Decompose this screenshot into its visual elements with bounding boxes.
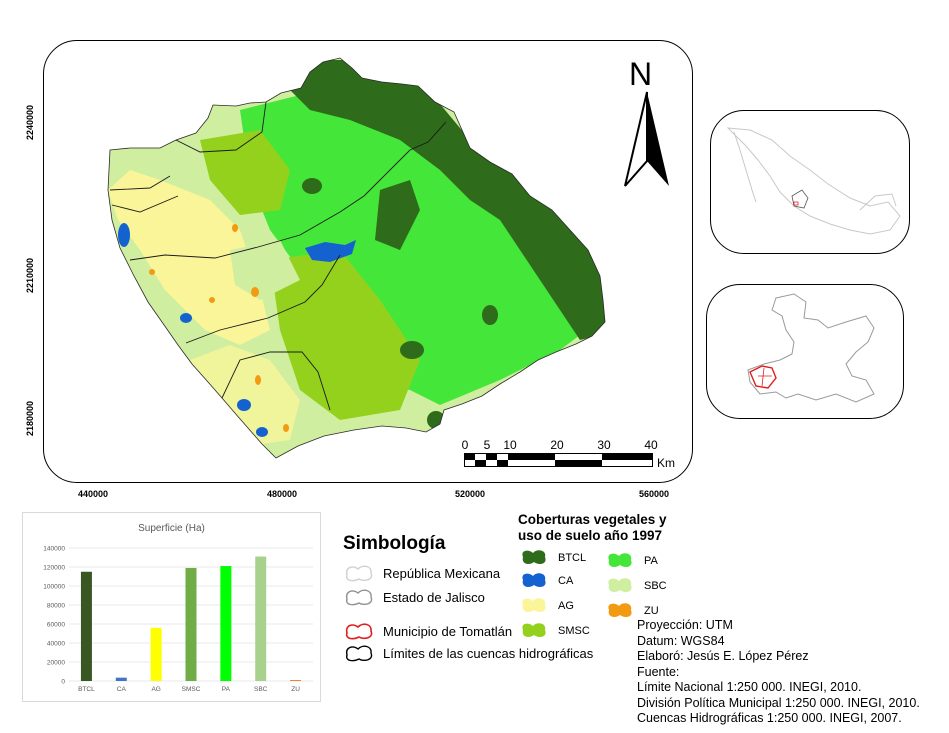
scale-label: 40 <box>644 438 658 452</box>
chart-x-tick-label: CA <box>117 686 127 693</box>
scale-label: 5 <box>483 438 491 452</box>
chart-x-tick-label: SBC <box>254 686 268 693</box>
meta-author: Elaboró: Jesús E. López Pérez <box>637 649 809 663</box>
landcover-code: SMSC <box>558 625 590 637</box>
landcover-swatch <box>522 623 546 638</box>
north-arrow <box>624 91 669 187</box>
chart-y-tick-label: 20000 <box>47 660 65 667</box>
landcover-swatch <box>608 578 632 593</box>
chart-x-tick-label: ZU <box>291 686 300 693</box>
legend-swatch <box>345 565 373 582</box>
x-tick-label: 480000 <box>266 489 298 499</box>
meta-source-line: Límite Nacional 1:250 000. INEGI, 2010. <box>637 680 862 694</box>
chart-y-tick-label: 140000 <box>43 546 65 553</box>
landcover-legend-title-line1: Coberturas vegetales y <box>518 512 667 527</box>
surface-bar-chart: Superficie (Ha) 0 20000 40000 60000 80000 100… <box>22 512 321 702</box>
legend-swatch <box>345 645 373 662</box>
meta-source-line: División Política Municipal 1:250 000. I… <box>637 695 920 710</box>
chart-bar-pa <box>220 566 232 681</box>
meta-source-heading: Fuente: <box>637 664 680 679</box>
chart-x-tick-label: PA <box>222 686 231 693</box>
chart-bar-sbc <box>255 556 267 681</box>
chart-plot: 0 20000 40000 60000 80000 100000 120000 140000 B… <box>43 546 313 693</box>
scale-label: 20 <box>550 438 564 452</box>
scale-label: 10 <box>503 438 517 452</box>
chart-y-tick-label: 80000 <box>47 603 65 610</box>
meta-datum: Datum: WGS84 <box>637 633 725 648</box>
legend-swatch <box>345 589 373 606</box>
landcover-legend-title: Coberturas vegetales y uso de suelo año … <box>518 512 667 544</box>
landcover-code: SBC <box>644 580 667 592</box>
inset-mexico-frame <box>710 110 910 254</box>
chart-x-tick-label: BTCL <box>78 686 95 693</box>
legend-title: Simbología <box>343 533 446 554</box>
meta-source-line: Cuencas Hidrográficas 1:250 000. INEGI, … <box>637 711 902 725</box>
north-label: N <box>629 56 653 92</box>
chart-y-tick-label: 100000 <box>43 584 65 591</box>
chart-bar-ag <box>150 627 162 681</box>
chart-bar-smsc <box>185 567 197 681</box>
landcover-swatch <box>522 573 546 588</box>
x-tick-label: 440000 <box>77 489 109 499</box>
landcover-code: CA <box>558 575 574 587</box>
chart-title: Superficie (Ha) <box>138 523 205 534</box>
scale-bar <box>464 453 653 467</box>
landcover-legend-title-line2: uso de suelo año 1997 <box>518 528 663 543</box>
landcover-swatch <box>522 598 546 613</box>
chart-y-tick-label: 60000 <box>47 622 65 629</box>
chart-bar-zu <box>290 680 302 681</box>
chart-x-tick-label: SMSC <box>182 686 201 693</box>
scale-label: 0 <box>461 438 469 452</box>
chart-x-tick-label: AG <box>151 686 160 693</box>
x-tick-label: 520000 <box>454 489 486 499</box>
legend-label: Municipio de Tomatlán <box>383 624 513 639</box>
scale-label: 30 <box>597 438 611 452</box>
inset-jalisco-map <box>747 293 875 403</box>
chart-bar-btcl <box>80 571 92 681</box>
legend-label: Estado de Jalisco <box>383 590 485 605</box>
chart-bar-ca <box>115 677 127 681</box>
chart-y-tick-label: 40000 <box>47 641 65 648</box>
landcover-code: BTCL <box>558 552 587 564</box>
legend-label: Límites de las cuencas hidrográficas <box>383 646 594 661</box>
legend-label: República Mexicana <box>383 566 501 581</box>
chart-y-tick-label: 120000 <box>43 565 65 572</box>
landcover-code: PA <box>644 555 658 567</box>
landcover-swatch <box>522 550 546 565</box>
x-tick-label: 560000 <box>638 489 670 499</box>
landcover-swatch <box>608 553 632 568</box>
meta-projection: Proyección: UTM <box>637 618 733 632</box>
scale-unit: Km <box>657 456 675 470</box>
landcover-code: AG <box>558 600 574 612</box>
legend-swatch <box>345 623 373 640</box>
inset-mexico-map <box>726 127 901 235</box>
landcover-code: ZU <box>644 605 659 617</box>
chart-y-tick-label: 0 <box>61 679 65 686</box>
landcover-swatch <box>608 603 632 618</box>
map-metadata: Proyección: UTM Datum: WGS84 Elaboró: Je… <box>637 618 920 727</box>
